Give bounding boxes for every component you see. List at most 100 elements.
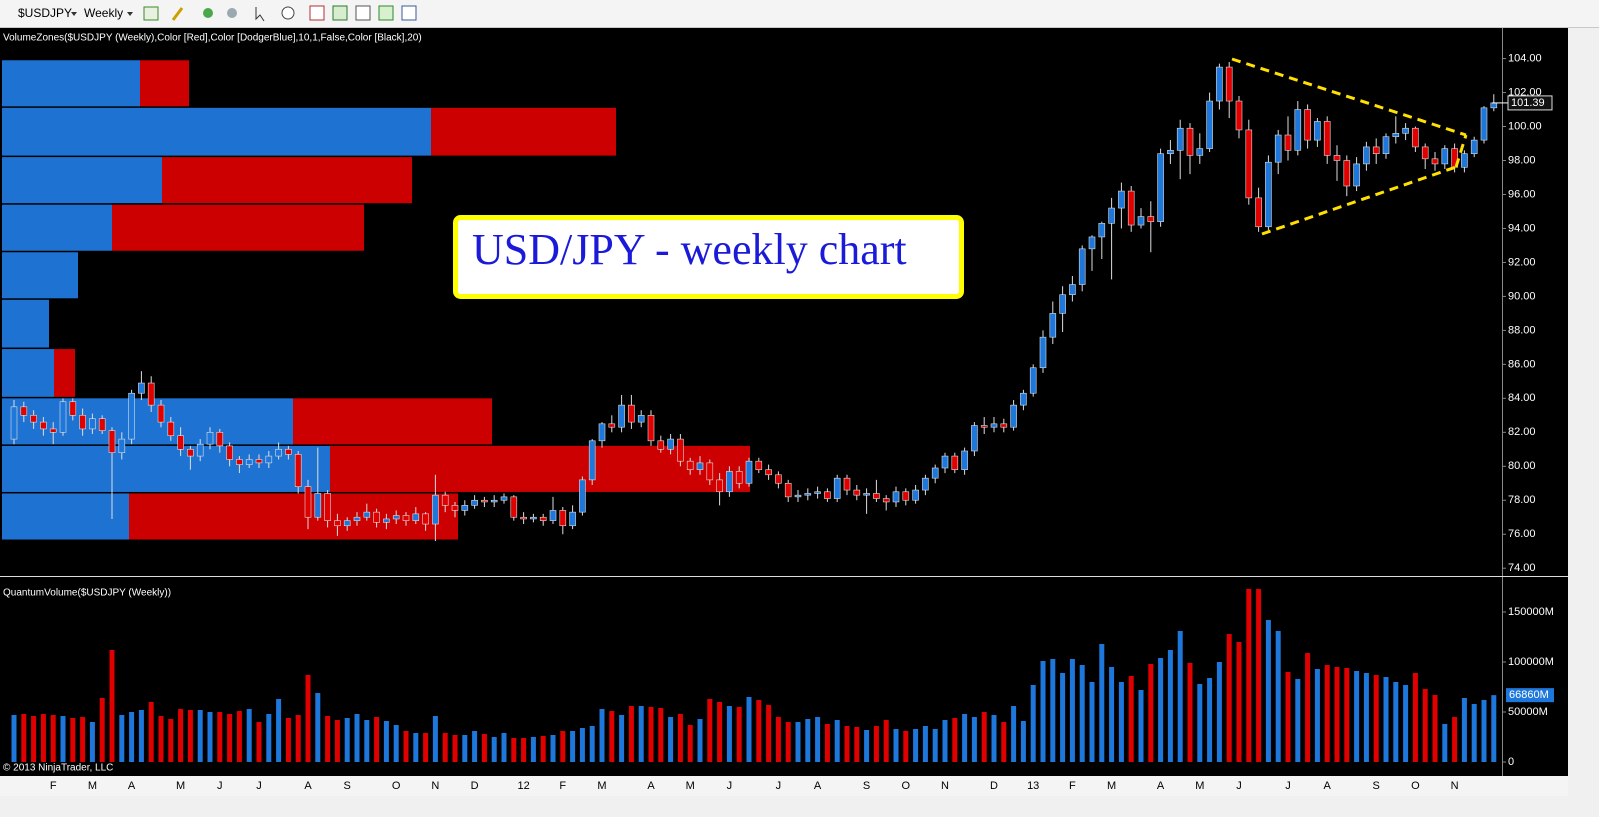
toolbar-icons[interactable] bbox=[143, 5, 417, 22]
volume-bar bbox=[1432, 695, 1438, 762]
zone-up bbox=[2, 349, 54, 397]
volume-bar bbox=[1050, 659, 1056, 762]
trade-icon[interactable] bbox=[378, 5, 394, 21]
volume-bar bbox=[834, 720, 840, 762]
list-icon[interactable] bbox=[401, 5, 417, 21]
chart-style-icon[interactable] bbox=[143, 6, 159, 21]
volume-bar bbox=[726, 706, 732, 762]
volume-bar bbox=[305, 675, 311, 762]
volume-bar bbox=[1324, 665, 1330, 762]
dropdown-arrow[interactable] bbox=[71, 12, 77, 16]
snapshot-icon[interactable] bbox=[355, 5, 371, 21]
volume-bar bbox=[1344, 668, 1350, 762]
volume-bar bbox=[413, 733, 419, 762]
candle-body bbox=[843, 477, 851, 491]
volume-bar bbox=[1314, 669, 1320, 762]
volume-bar bbox=[971, 717, 977, 762]
dropdown-arrow[interactable] bbox=[127, 12, 133, 16]
symbol-selector[interactable]: $USDJPY bbox=[18, 6, 72, 20]
candle-body bbox=[1372, 146, 1380, 155]
volume-bar bbox=[481, 734, 487, 762]
x-tick-label: A bbox=[1157, 780, 1165, 792]
candle-body bbox=[990, 423, 998, 428]
candle-body bbox=[138, 382, 145, 394]
x-tick-label: O bbox=[902, 780, 911, 792]
volume-bar bbox=[21, 714, 27, 762]
lower-trendline bbox=[1261, 165, 1457, 236]
draw-tool-icon[interactable] bbox=[171, 7, 184, 21]
candle-body bbox=[226, 445, 233, 460]
candle-body bbox=[686, 460, 694, 470]
volume-bar bbox=[168, 719, 174, 762]
y-tick-label: 82.00 bbox=[1508, 426, 1536, 438]
volume-bar bbox=[60, 716, 66, 762]
y-tick-label: 86.00 bbox=[1508, 358, 1536, 370]
x-tick-label: N bbox=[431, 780, 439, 792]
candle-body bbox=[334, 520, 341, 527]
last-price-label: 101.39 bbox=[1511, 97, 1545, 109]
x-tick-label: J bbox=[776, 780, 782, 792]
last-price-box bbox=[1507, 95, 1553, 111]
candle-body bbox=[1441, 148, 1449, 165]
data-box-icon[interactable] bbox=[332, 5, 348, 21]
properties-icon[interactable] bbox=[309, 5, 325, 21]
volume-bar bbox=[50, 715, 56, 762]
candle-body bbox=[804, 493, 812, 496]
volume-bar bbox=[864, 730, 870, 762]
y-tick-label: 100.00 bbox=[1508, 120, 1542, 132]
candle-body bbox=[706, 462, 714, 481]
candle-body bbox=[1010, 404, 1017, 428]
candle-body bbox=[1284, 134, 1292, 151]
candle-body bbox=[1294, 109, 1302, 151]
x-tick-label: M bbox=[1107, 780, 1116, 792]
candle-body bbox=[451, 505, 459, 511]
candle-body bbox=[69, 401, 77, 416]
volume-bar bbox=[1481, 700, 1487, 762]
volume-bar bbox=[40, 714, 46, 762]
volume-bar bbox=[687, 725, 693, 762]
strategy-icon[interactable] bbox=[227, 8, 237, 18]
zone-down bbox=[431, 107, 616, 156]
candle-body bbox=[647, 415, 655, 442]
volume-bar bbox=[1383, 677, 1389, 762]
candle-body bbox=[275, 448, 282, 457]
volume-bar bbox=[677, 714, 683, 762]
volume-bar bbox=[1275, 631, 1281, 762]
volume-tick-label: 100000M bbox=[1508, 656, 1554, 668]
last-volume-box bbox=[1506, 688, 1554, 703]
volume-bar bbox=[70, 718, 76, 762]
y-tick-label: 76.00 bbox=[1508, 528, 1536, 540]
volume-bar bbox=[1089, 682, 1095, 762]
volume-bar bbox=[1128, 676, 1134, 762]
volume-bar bbox=[1216, 662, 1222, 762]
interval-selector[interactable]: Weekly bbox=[84, 6, 123, 20]
candle-body bbox=[1343, 160, 1351, 187]
candle-body bbox=[1088, 236, 1096, 250]
indicator-label: VolumeZones($USDJPY (Weekly),Color [Red]… bbox=[3, 33, 422, 44]
candle-body bbox=[696, 462, 704, 470]
candle-body bbox=[873, 493, 880, 499]
candle-body bbox=[971, 425, 978, 452]
volume-bar bbox=[217, 712, 223, 762]
pointer-icon[interactable] bbox=[255, 7, 265, 22]
y-tick-label: 94.00 bbox=[1508, 222, 1536, 234]
candle-body bbox=[432, 494, 439, 525]
candle-body bbox=[79, 415, 86, 430]
volume-bar bbox=[1167, 650, 1173, 762]
volume-bar bbox=[1099, 644, 1105, 762]
volume-bar bbox=[511, 738, 517, 762]
toolbar bbox=[0, 0, 1599, 28]
indicator-icon[interactable] bbox=[203, 8, 213, 18]
volume-bar bbox=[815, 717, 821, 762]
candle-body bbox=[833, 477, 841, 499]
zoom-icon[interactable] bbox=[281, 6, 295, 20]
x-tick-label: A bbox=[814, 780, 822, 792]
zone-up bbox=[2, 252, 78, 299]
candle-body bbox=[1431, 158, 1439, 165]
candle-body bbox=[598, 423, 606, 442]
candle-body bbox=[157, 404, 165, 423]
candle-body bbox=[745, 460, 753, 484]
candle-body bbox=[755, 460, 763, 470]
candle-body bbox=[40, 421, 47, 430]
